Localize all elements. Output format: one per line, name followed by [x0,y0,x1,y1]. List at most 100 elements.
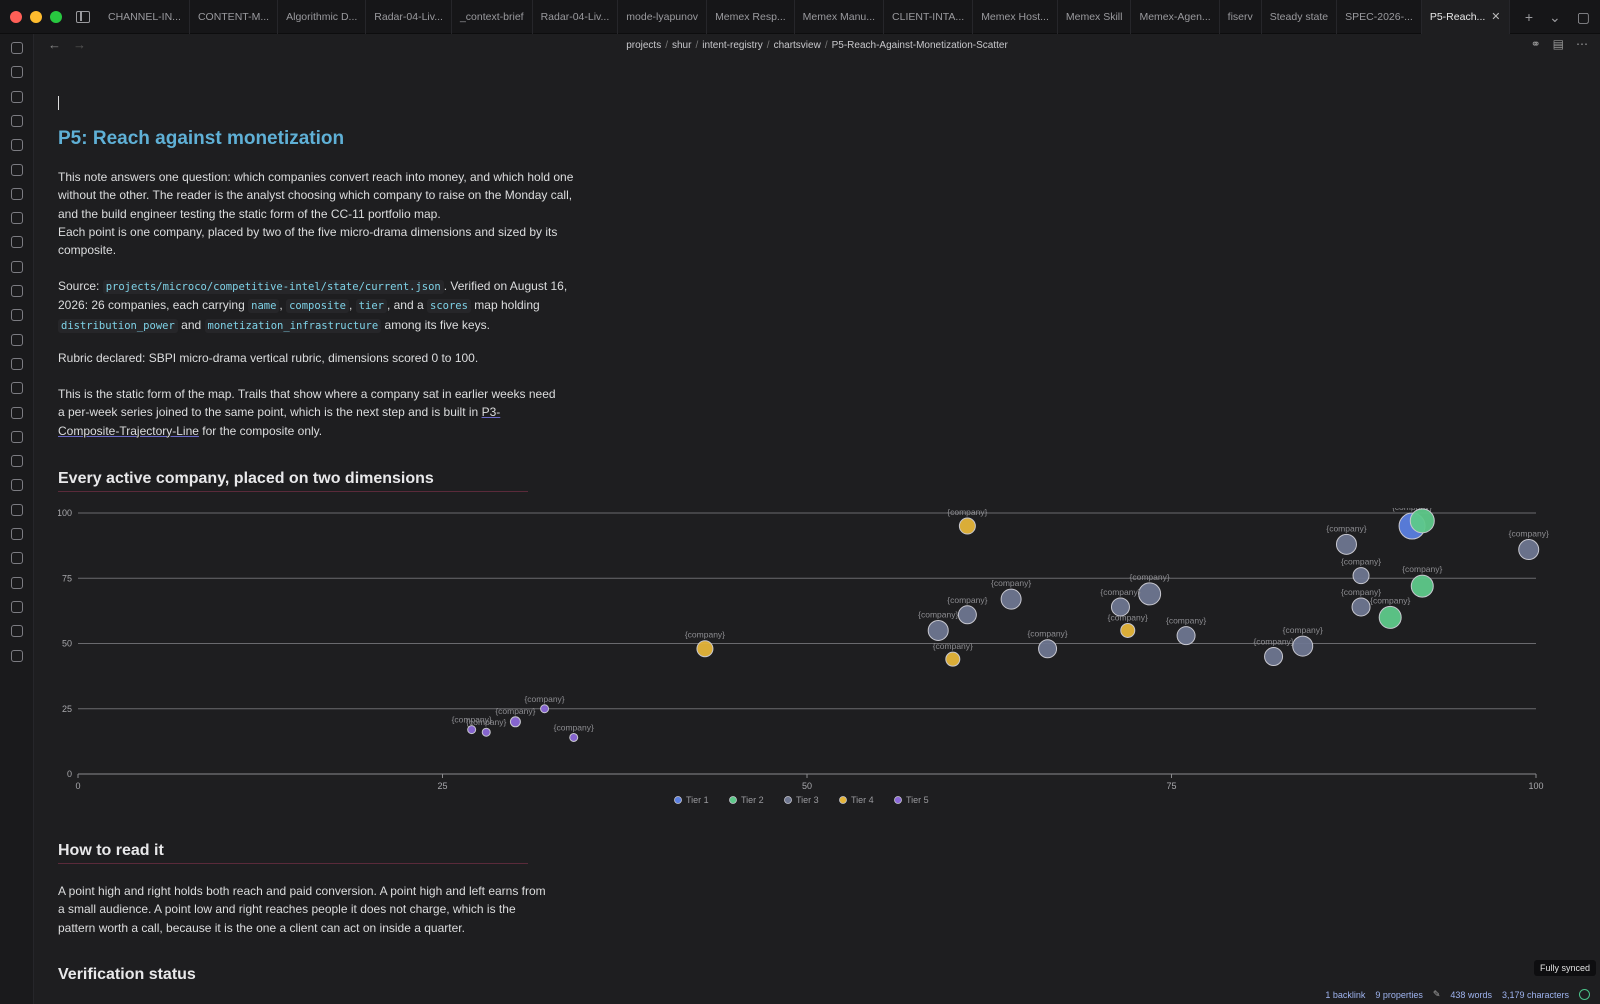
breadcrumb-current[interactable]: P5-Reach-Against-Monetization-Scatter [831,40,1008,51]
backlinks-count[interactable]: 1 backlink [1325,989,1366,1000]
point-label: {company} [1392,508,1432,512]
ribbon-tool-icon[interactable] [11,309,23,322]
ribbon-tool-icon[interactable] [11,212,23,225]
tab[interactable]: _context-brief [452,0,533,34]
tab[interactable]: CONTENT-M... [190,0,279,34]
point-label: {company} [1370,595,1410,605]
tab[interactable]: mode-lyapunov [618,0,708,34]
breadcrumb-item[interactable]: shur [671,40,692,51]
breadcrumb-item[interactable]: intent-registry [702,40,763,51]
x-tick-label: 100 [1528,781,1543,791]
source-label: Source: [58,279,100,293]
source-text: map holding [474,298,540,313]
data-point [1138,582,1162,606]
ribbon-tool-icon[interactable] [11,503,23,516]
ribbon-tool-icon[interactable] [11,479,23,492]
point-label: {company} [554,722,594,732]
point-label: {company} [1341,557,1381,567]
data-point [696,640,714,658]
ribbon-tool-icon[interactable] [11,90,23,103]
point-label: {company} [1100,587,1140,597]
maximize-window-button[interactable] [50,10,62,23]
breadcrumb-item[interactable]: chartsview [773,40,821,51]
note-title: P5: Reach against monetization [58,128,345,149]
ribbon-tool-icon[interactable] [11,649,23,662]
tab[interactable]: Memex-Agen... [1131,0,1220,34]
ribbon-tool-icon[interactable] [11,455,23,468]
tab-active[interactable]: P5-Reach... ✕ [1421,0,1510,34]
ribbon-tool-icon[interactable] [11,357,23,370]
minimize-window-button[interactable] [30,10,42,23]
legend-label: Tier 3 [796,795,819,805]
ribbon-tool-icon[interactable] [11,528,23,540]
data-point [1352,567,1370,585]
ribbon-tool-icon[interactable] [11,576,23,589]
tab-list-chevron-icon[interactable]: ⌄ [1549,8,1561,25]
ribbon-tool-icon[interactable] [11,625,23,638]
trajectory-note-link[interactable]: P3-Composite-Trajectory-Line [58,405,501,438]
tab[interactable]: Algorithmic D... [278,0,367,34]
point-label: {company} [1027,629,1067,639]
close-window-button[interactable] [10,10,22,23]
sync-status-icon[interactable] [1579,989,1590,1000]
ribbon-tool-icon[interactable] [11,382,23,395]
ribbon-tool-icon[interactable] [11,236,23,249]
tab[interactable]: CHANNEL-IN... [100,0,190,34]
data-point [481,727,491,737]
new-tab-icon[interactable]: + [1524,9,1534,25]
tab[interactable]: Radar-04-Liv... [533,0,619,34]
back-arrow-icon[interactable]: ← [48,37,61,52]
legend-swatch [839,796,847,804]
ribbon-tool-icon[interactable] [11,285,23,297]
tab[interactable]: Memex Manu... [795,0,885,34]
data-point [1038,639,1058,659]
breadcrumb-item[interactable]: projects [626,40,662,51]
sidebar-toggle-icon[interactable] [76,10,90,23]
tab[interactable]: SPEC-2026-... [1337,0,1422,34]
ribbon-tool-icon[interactable] [11,66,23,79]
tab[interactable]: Memex Skill [1058,0,1132,34]
read-section-heading: How to read it [58,842,528,864]
legend-swatch [894,796,902,804]
ribbon-tool-icon[interactable] [11,260,23,273]
intro-text-2: Each point is one company, placed by two… [58,224,558,258]
tab[interactable]: Memex Resp... [707,0,795,34]
point-label: {company} [991,578,1031,588]
ribbon-tool-icon[interactable] [11,163,23,176]
ribbon-tool-icon[interactable] [11,600,23,613]
ribbon-tool-icon[interactable] [11,406,23,419]
ribbon-tool-icon[interactable] [11,42,23,54]
tabbar-actions: + ⌄ ▢ [1525,0,1590,34]
legend-label: Tier 4 [851,795,874,805]
ribbon-tool-icon[interactable] [11,187,23,200]
graph-view-icon[interactable]: ⚭ [1530,37,1541,51]
ribbon-tool-icon[interactable] [11,114,23,127]
right-sidebar-toggle-icon[interactable]: ▢ [1576,8,1590,25]
ribbon-tool-icon[interactable] [11,430,23,443]
title-bar: CHANNEL-IN... CONTENT-M... Algorithmic D… [0,0,1600,34]
word-count: 438 words [1450,989,1492,1000]
ribbon-tool-icon[interactable] [11,552,23,565]
tab[interactable]: Radar-04-Liv... [366,0,452,34]
ribbon-tool-icon[interactable] [11,333,23,346]
tab-strip: CHANNEL-IN... CONTENT-M... Algorithmic D… [100,0,1510,34]
data-point [927,619,949,641]
intro-text: This note answers one question: which co… [58,170,574,221]
ribbon-tool-icon[interactable] [11,139,23,152]
rubric-paragraph: Rubric declared: SBPI micro-drama vertic… [58,351,479,365]
x-tick-label: 75 [1166,781,1176,791]
close-tab-icon[interactable]: ✕ [1491,10,1501,23]
data-point [540,704,550,714]
data-point [1409,508,1435,534]
reading-mode-icon[interactable]: ▤ [1552,37,1564,51]
tab[interactable]: CLIENT-INTA... [884,0,974,34]
more-options-icon[interactable]: ⋯ [1576,37,1588,51]
forward-arrow-icon[interactable]: → [73,37,86,52]
tab[interactable]: fiserv [1220,0,1262,34]
edit-pencil-icon[interactable]: ✎ [1432,989,1441,999]
tab[interactable]: Steady state [1262,0,1338,34]
point-label: {company} [1130,572,1170,582]
tab[interactable]: Memex Host... [973,0,1058,34]
properties-count[interactable]: 9 properties [1375,989,1423,1000]
data-point [569,732,579,742]
